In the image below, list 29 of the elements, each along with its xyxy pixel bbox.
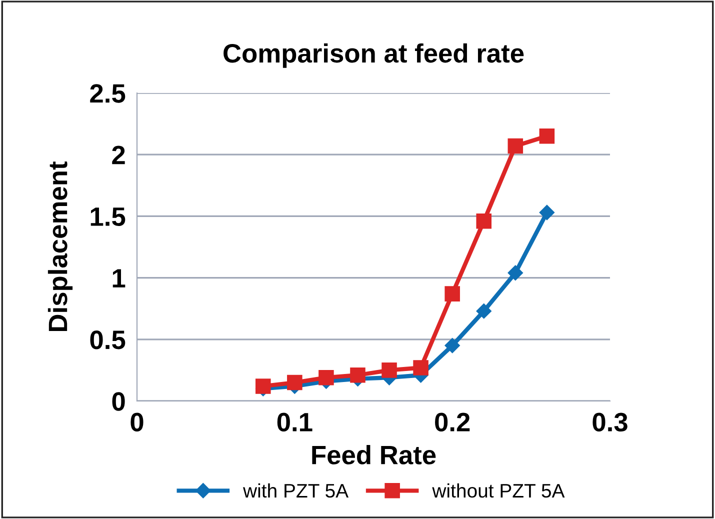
- point: [539, 128, 555, 144]
- point: [287, 374, 302, 390]
- legend-label: without PZT 5A: [432, 483, 565, 498]
- x-axis-title: Feed Rate: [312, 445, 436, 464]
- point: [255, 378, 271, 394]
- x-tick-label: 0: [130, 412, 144, 432]
- y-tick-label: 1: [112, 269, 126, 288]
- y-tick-label: 1.5: [90, 208, 126, 226]
- x-tick-label: 0.2: [435, 412, 470, 432]
- y-tick-label: 0.5: [90, 330, 126, 350]
- point: [382, 362, 397, 378]
- point: [318, 370, 334, 386]
- x-tick-label: 0.3: [592, 412, 628, 432]
- point: [476, 303, 492, 319]
- y-axis-title: Displacement: [48, 162, 73, 332]
- y-tick-label: 2.5: [90, 84, 126, 103]
- point: [350, 367, 366, 383]
- y-tick-label: 0: [112, 392, 125, 411]
- point: [539, 204, 555, 220]
- point: [508, 265, 523, 280]
- y-tick-label: 2: [112, 146, 125, 164]
- point: [508, 138, 524, 154]
- point: [476, 213, 492, 229]
- point: [413, 360, 428, 376]
- legend-label: with PZT 5A: [242, 483, 349, 498]
- x-tick-label: 0.1: [277, 412, 312, 432]
- point: [444, 286, 460, 302]
- point: [444, 338, 460, 354]
- chart-title: Comparison at feed rate: [224, 43, 524, 68]
